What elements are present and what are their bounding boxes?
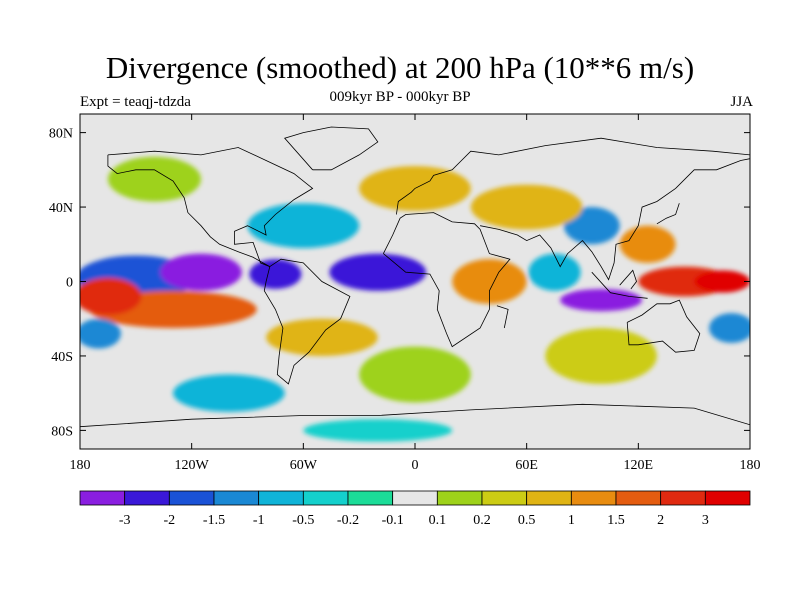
divergence-blob-5 — [80, 277, 142, 315]
divergence-blob-3 — [329, 253, 427, 291]
colorbar-swatch — [704, 490, 751, 506]
divergence-blob-1 — [160, 253, 242, 291]
colorbar-swatch — [79, 490, 126, 506]
divergence-blob-6 — [266, 318, 378, 356]
coastline-10 — [656, 203, 680, 225]
divergence-blob-8 — [560, 288, 643, 312]
coastline-6 — [283, 126, 379, 171]
colorbar-swatch — [168, 490, 215, 506]
colorbar-label: -0.5 — [292, 513, 314, 528]
divergence-blob-18 — [470, 184, 583, 230]
lat-tick-label: 80S — [51, 424, 73, 439]
season-label: JJA — [730, 94, 753, 110]
coastlines — [80, 126, 750, 428]
lat-tick-label: 40S — [51, 350, 73, 365]
lat-tick-label: 40N — [49, 201, 73, 216]
divergence-blob-12 — [563, 207, 620, 245]
colorbar-swatch — [436, 490, 483, 506]
divergence-blob-19 — [107, 156, 201, 202]
experiment-label: Expt = teaqj-tdzda — [80, 94, 191, 110]
colorbar-label: 1.5 — [607, 513, 625, 528]
lon-tick-label: 60E — [515, 458, 538, 473]
colorbar-label: -1.5 — [203, 513, 225, 528]
chart-title: Divergence (smoothed) at 200 hPa (10**6 … — [105, 50, 695, 85]
axis-ticks: 80N 40N 0 40S 80S 180 120W 60W 0 60E 120E 180 — [49, 114, 761, 473]
colorbar-swatch — [124, 490, 170, 506]
colorbar-label: -1 — [253, 513, 265, 528]
colorbar-label: 3 — [702, 513, 709, 528]
divergence-blob-11 — [694, 270, 750, 293]
colorbar-label: 2 — [657, 513, 664, 528]
colorbar-swatch — [570, 490, 617, 506]
chart-subtitle: 009kyr BP - 000kyr BP — [329, 89, 471, 105]
colorbar-label: -0.2 — [337, 513, 359, 528]
colorbar-swatch — [615, 490, 662, 506]
colorbar-swatch — [392, 490, 438, 506]
colorbar-swatch — [302, 490, 349, 506]
colorbar-swatch — [526, 490, 572, 506]
divergence-blob-13 — [619, 225, 676, 263]
coastline-8 — [591, 271, 648, 299]
coastline-3 — [396, 137, 750, 215]
divergence-blob-23 — [303, 419, 453, 442]
lat-tick-label: 80N — [49, 127, 73, 142]
colorbar-label: -0.1 — [382, 513, 404, 528]
coastline-5 — [626, 299, 701, 353]
colorbar-label: -3 — [119, 513, 131, 528]
colorbar-label: -2 — [163, 513, 175, 528]
divergence-blob-14 — [80, 318, 121, 349]
colorbar-swatch — [347, 490, 394, 506]
colorbar-swatch — [258, 490, 304, 506]
coastline-1 — [107, 154, 270, 267]
coastline-9 — [619, 269, 637, 290]
colorbar-label: 0.2 — [473, 513, 491, 528]
divergence-blob-15 — [709, 313, 750, 343]
coastline-11 — [496, 305, 509, 329]
lon-tick-label: 60W — [290, 458, 318, 473]
divergence-blob-9 — [528, 253, 581, 291]
colorbar-swatch — [213, 490, 260, 506]
colorbar-swatch — [660, 490, 706, 506]
lat-tick-label: 0 — [66, 276, 73, 291]
coastline-7 — [80, 403, 750, 428]
map-area[interactable] — [74, 113, 753, 450]
colorbar-label: 0.5 — [518, 513, 536, 528]
colorbar-swatch — [481, 490, 528, 506]
colorbar: -3 -2 -1.5 -1 -0.5 -0.2 -0.1 0.1 0.2 0.5 1 1.5 2 3 — [79, 490, 751, 528]
lon-tick-label: 180 — [740, 458, 761, 473]
colorbar-label: 0.1 — [429, 513, 447, 528]
lon-tick-label: 0 — [412, 458, 419, 473]
lon-tick-label: 120E — [624, 458, 654, 473]
lon-tick-label: 180 — [70, 458, 91, 473]
coastline-4 — [480, 158, 750, 281]
coastline-2 — [383, 212, 511, 348]
divergence-blob-7 — [452, 259, 527, 304]
divergence-blob-20 — [359, 346, 471, 403]
divergence-blob-21 — [545, 328, 657, 384]
divergence-blob-2 — [249, 259, 302, 289]
divergence-blob-22 — [173, 374, 285, 412]
colorbar-label: 1 — [568, 513, 575, 528]
lon-tick-label: 120W — [175, 458, 210, 473]
